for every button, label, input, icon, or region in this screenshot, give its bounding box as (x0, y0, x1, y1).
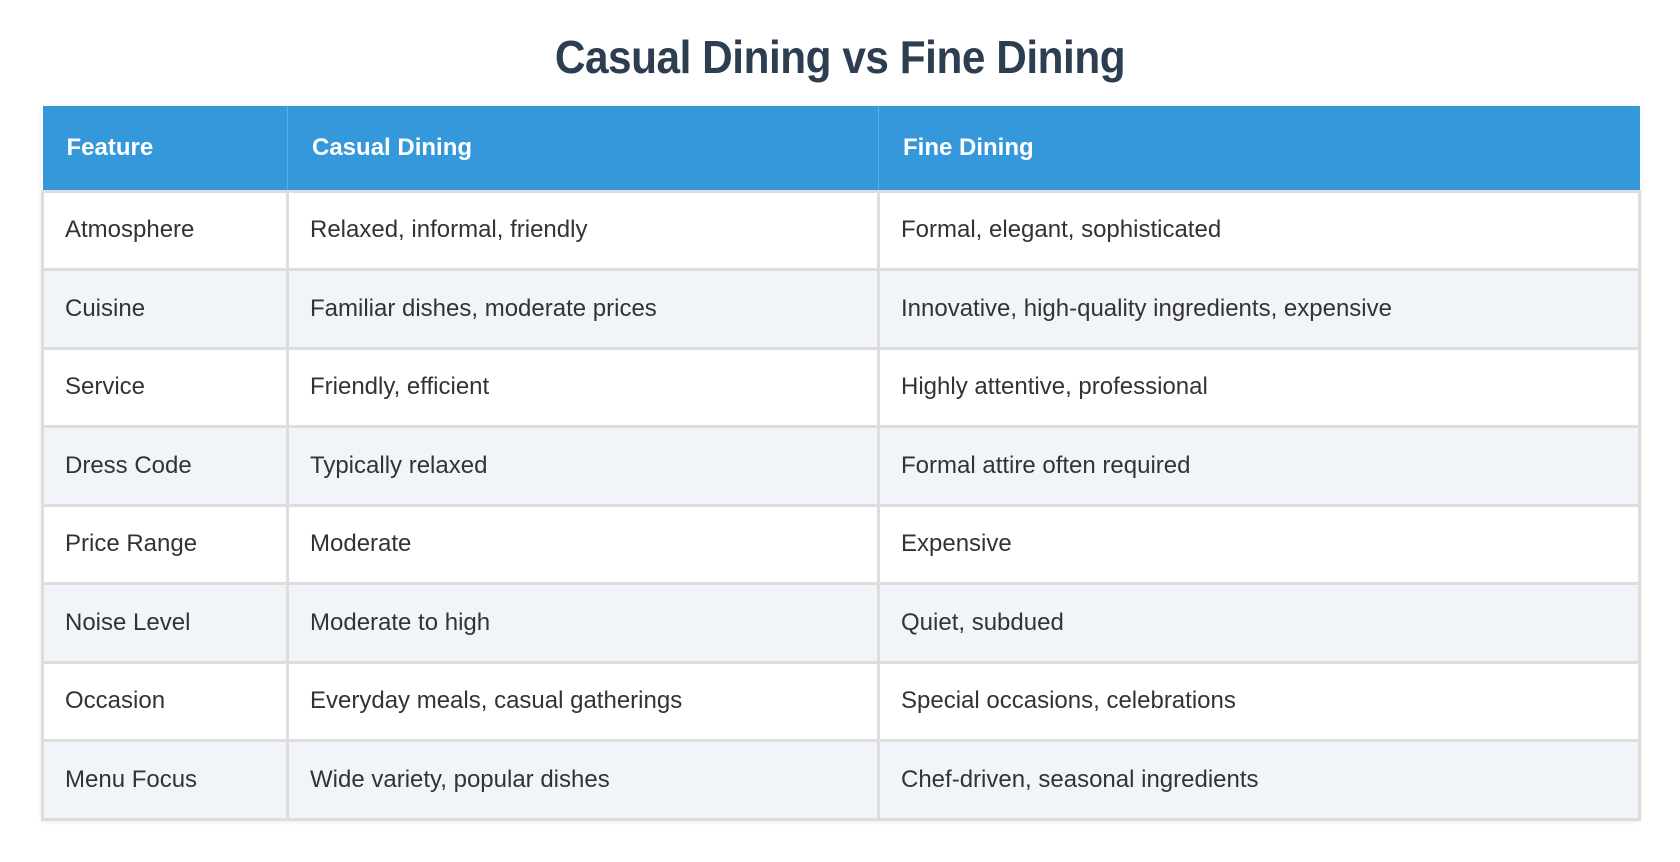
fine-cell: Quiet, subdued (877, 582, 1641, 664)
table-row: Cuisine Familiar dishes, moderate prices… (41, 268, 1641, 350)
table-row: Service Friendly, efficient Highly atten… (41, 346, 1641, 428)
feature-cell: Noise Level (41, 582, 289, 664)
page-title: Casual Dining vs Fine Dining (554, 31, 1126, 83)
casual-cell: Typically relaxed (286, 425, 880, 507)
table-header-row: Feature Casual Dining Fine Dining (42, 106, 1640, 191)
casual-cell: Everyday meals, casual gatherings (286, 660, 880, 742)
table-row: Occasion Everyday meals, casual gatherin… (41, 660, 1641, 742)
table-row: Atmosphere Relaxed, informal, friendly F… (41, 189, 1641, 271)
header-fine-dining: Fine Dining (878, 106, 1640, 191)
feature-cell: Menu Focus (41, 739, 289, 821)
table-row: Price Range Moderate Expensive (41, 503, 1641, 585)
header-casual-dining: Casual Dining (287, 106, 879, 191)
casual-cell: Moderate (286, 503, 880, 585)
fine-cell: Formal, elegant, sophisticated (877, 189, 1641, 271)
header-feature: Feature (42, 106, 288, 191)
feature-cell: Service (41, 346, 289, 428)
feature-cell: Atmosphere (41, 189, 289, 271)
casual-cell: Moderate to high (286, 582, 880, 664)
fine-cell: Special occasions, celebrations (877, 660, 1641, 742)
feature-cell: Occasion (41, 660, 289, 742)
fine-cell: Expensive (877, 503, 1641, 585)
fine-cell: Formal attire often required (877, 425, 1641, 507)
comparison-table: Feature Casual Dining Fine Dining Atmosp… (41, 106, 1641, 821)
feature-cell: Cuisine (41, 268, 289, 350)
casual-cell: Friendly, efficient (286, 346, 880, 428)
table-row: Menu Focus Wide variety, popular dishes … (41, 739, 1641, 821)
casual-cell: Wide variety, popular dishes (286, 739, 880, 821)
fine-cell: Highly attentive, professional (877, 346, 1641, 428)
fine-cell: Chef-driven, seasonal ingredients (877, 739, 1641, 821)
table-row: Dress Code Typically relaxed Formal atti… (41, 425, 1641, 507)
feature-cell: Dress Code (41, 425, 289, 507)
casual-cell: Familiar dishes, moderate prices (286, 268, 880, 350)
feature-cell: Price Range (41, 503, 289, 585)
fine-cell: Innovative, high-quality ingredients, ex… (877, 268, 1641, 350)
table-row: Noise Level Moderate to high Quiet, subd… (41, 582, 1641, 664)
casual-cell: Relaxed, informal, friendly (286, 189, 880, 271)
